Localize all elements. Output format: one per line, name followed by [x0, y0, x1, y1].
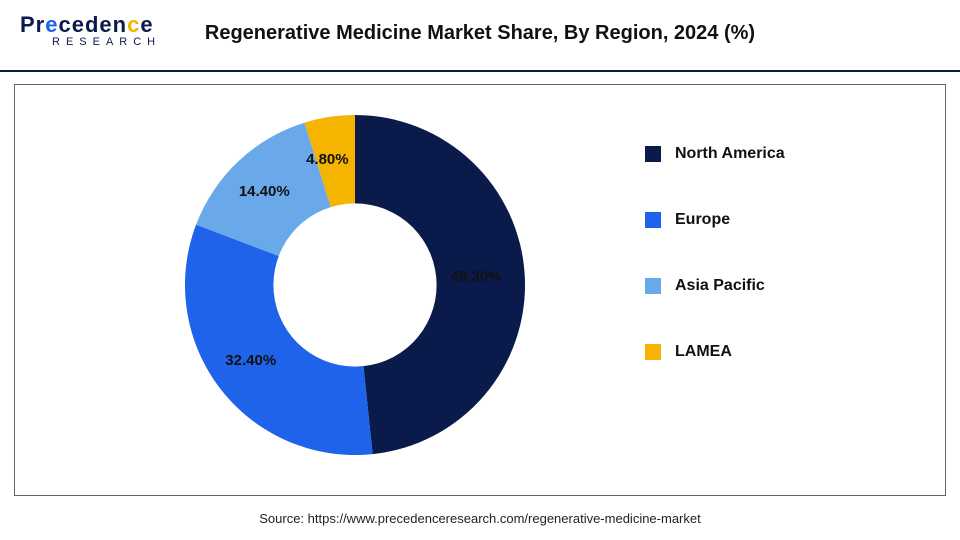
chart-title: Regenerative Medicine Market Share, By R…	[0, 22, 960, 45]
legend-label: Europe	[675, 211, 730, 229]
legend-item-lamea: LAMEA	[645, 343, 885, 361]
legend-item-north-america: North America	[645, 145, 885, 163]
legend-swatch	[645, 146, 661, 162]
chart-frame: 48.30% 32.40% 14.40% 4.80% North America Eur…	[14, 84, 946, 496]
legend-label: Asia Pacific	[675, 277, 765, 295]
slice-label-asia-pacific: 14.40%	[239, 183, 290, 200]
legend-swatch	[645, 344, 661, 360]
donut-hole	[273, 203, 436, 366]
page: Precedence RESEARCH Regenerative Medicin…	[0, 0, 960, 540]
legend-label: North America	[675, 145, 785, 163]
legend-item-europe: Europe	[645, 211, 885, 229]
slice-label-lamea: 4.80%	[306, 151, 349, 168]
slice-label-europe: 32.40%	[225, 352, 276, 369]
donut-chart: 48.30% 32.40% 14.40% 4.80%	[185, 115, 525, 455]
legend-swatch	[645, 212, 661, 228]
source-line: Source: https://www.precedenceresearch.c…	[0, 511, 960, 526]
legend: North America Europe Asia Pacific LAMEA	[645, 145, 885, 409]
header: Precedence RESEARCH Regenerative Medicin…	[0, 0, 960, 72]
legend-label: LAMEA	[675, 343, 732, 361]
legend-item-asia-pacific: Asia Pacific	[645, 277, 885, 295]
legend-swatch	[645, 278, 661, 294]
slice-label-north-america: 48.30%	[451, 268, 502, 285]
